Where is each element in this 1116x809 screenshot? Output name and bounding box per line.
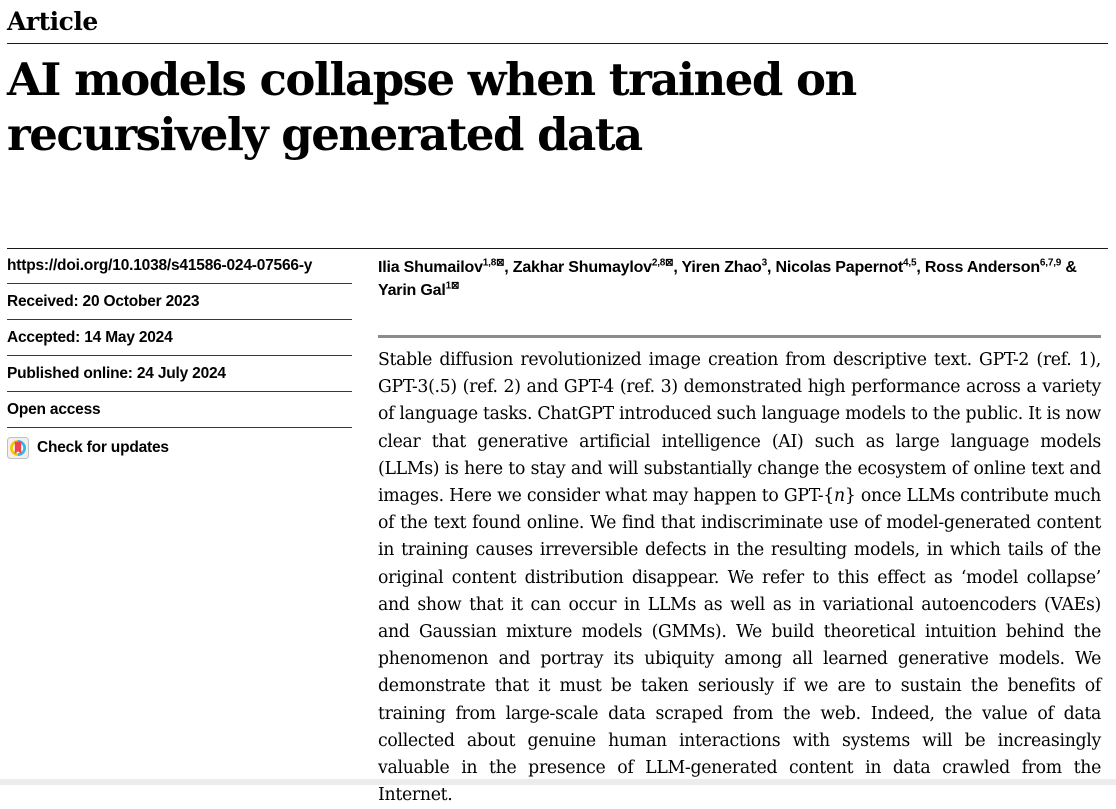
abstract-text: Stable diffusion revolutionized image cr… <box>378 350 1101 806</box>
article-kicker: Article <box>7 7 98 36</box>
doi-link[interactable]: https://doi.org/10.1038/s41586-024-07566… <box>7 248 352 284</box>
open-access-label: Open access <box>7 392 352 428</box>
header-divider <box>7 248 1108 249</box>
crossmark-icon <box>7 437 29 459</box>
kicker-divider <box>7 43 1108 44</box>
published-date: Published online: 24 July 2024 <box>7 356 352 392</box>
author-list: Ilia Shumailov1,8⊠, Zakhar Shumaylov2,8⊠… <box>378 257 1077 299</box>
received-date: Received: 20 October 2023 <box>7 284 352 320</box>
article-title: AI models collapse when trained on recur… <box>7 53 857 161</box>
next-section-edge <box>0 779 1116 785</box>
metadata-sidebar: https://doi.org/10.1038/s41586-024-07566… <box>7 248 352 809</box>
check-for-updates-button[interactable]: Check for updates <box>7 428 352 467</box>
article-body: https://doi.org/10.1038/s41586-024-07566… <box>7 248 1108 809</box>
article-page: Article AI models collapse when trained … <box>7 0 1108 805</box>
abstract-divider <box>378 335 1101 338</box>
check-for-updates-label: Check for updates <box>37 439 169 456</box>
column-gutter <box>352 248 378 809</box>
accepted-date: Accepted: 14 May 2024 <box>7 320 352 356</box>
main-content: Ilia Shumailov1,8⊠, Zakhar Shumaylov2,8⊠… <box>378 248 1101 809</box>
